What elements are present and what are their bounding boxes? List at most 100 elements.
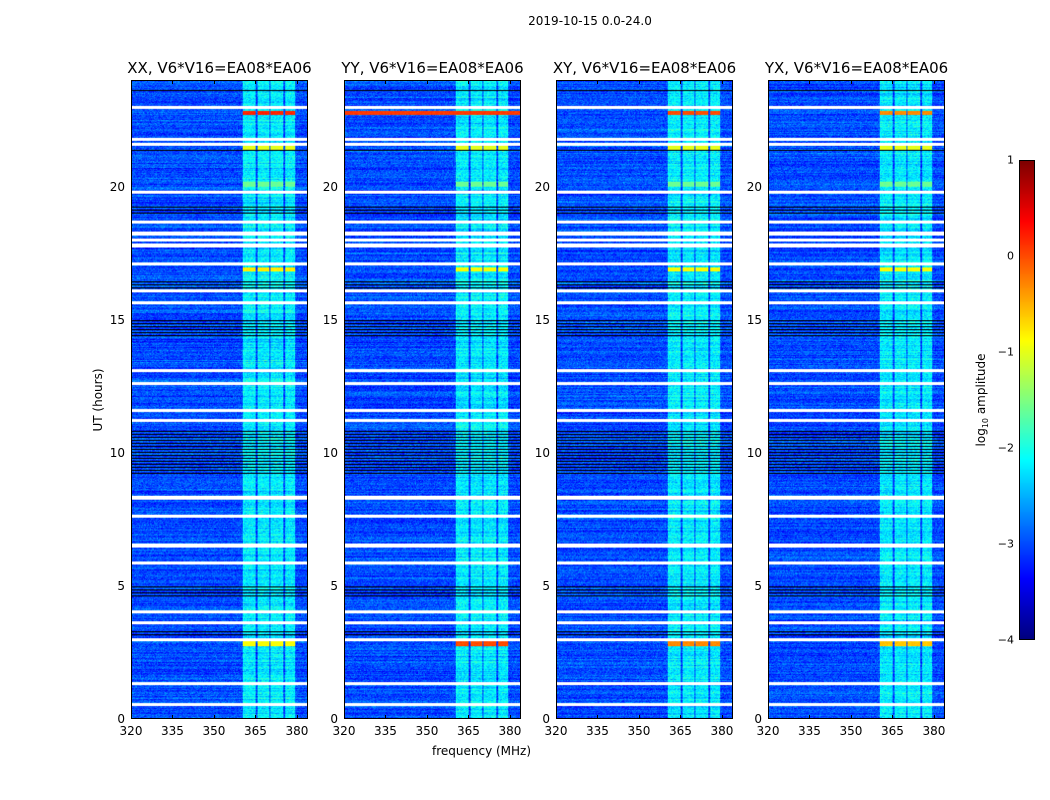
x-tick-mark	[809, 715, 811, 719]
heatmap-image	[345, 81, 520, 718]
x-tick-label: 350	[202, 724, 226, 738]
waterfall-panel-3	[768, 80, 945, 719]
x-tick-mark	[768, 715, 769, 719]
x-tick-mark	[131, 80, 132, 84]
y-tick-label: 15	[746, 312, 762, 327]
x-tick-mark	[638, 80, 640, 84]
panel-title: YX, V6*V16=EA08*EA06	[764, 59, 949, 77]
y-tick-label: 10	[322, 445, 338, 460]
x-tick-mark	[344, 80, 345, 84]
x-tick-mark	[892, 715, 894, 719]
colorbar-label-log: log	[973, 428, 988, 447]
panel-title: XY, V6*V16=EA08*EA06	[552, 59, 737, 77]
x-tick-label: 350	[415, 724, 439, 738]
y-tick-label: 5	[117, 578, 125, 593]
x-tick-mark	[509, 80, 511, 84]
colorbar	[1019, 160, 1035, 640]
x-tick-mark	[255, 715, 257, 719]
waterfall-panel-2	[556, 80, 733, 719]
x-tick-mark	[468, 80, 470, 84]
x-tick-mark	[426, 715, 428, 719]
x-tick-mark	[213, 80, 215, 84]
x-tick-mark	[172, 715, 174, 719]
x-axis-label: frequency (MHz)	[432, 744, 532, 758]
x-tick-label: 380	[498, 724, 522, 738]
colorbar-gradient	[1020, 161, 1034, 639]
colorbar-tick-label: −2	[997, 441, 1014, 455]
x-tick-mark	[213, 715, 215, 719]
x-tick-mark	[468, 715, 470, 719]
x-tick-label: 335	[161, 724, 184, 738]
x-tick-label: 335	[586, 724, 609, 738]
x-tick-mark	[638, 715, 640, 719]
heatmap-image	[132, 81, 307, 718]
x-tick-mark	[385, 715, 387, 719]
x-tick-mark	[680, 80, 682, 84]
y-tick-label: 5	[754, 578, 762, 593]
colorbar-tick-label: −1	[997, 345, 1014, 359]
x-tick-mark	[426, 80, 428, 84]
waterfall-panel-1	[344, 80, 521, 719]
colorbar-tick-label: −4	[997, 633, 1014, 647]
y-tick-label: 15	[534, 312, 550, 327]
heatmap-image	[769, 81, 944, 718]
x-tick-label: 380	[710, 724, 734, 738]
colorbar-label: log10 amplitude	[974, 354, 990, 447]
y-tick-label: 15	[109, 312, 125, 327]
x-tick-mark	[597, 80, 599, 84]
x-tick-label: 365	[669, 724, 692, 738]
y-tick-label: 10	[534, 445, 550, 460]
y-tick-label: 20	[322, 179, 338, 194]
x-tick-mark	[385, 80, 387, 84]
x-tick-mark	[597, 715, 599, 719]
x-tick-label: 320	[119, 724, 143, 738]
x-tick-label: 350	[627, 724, 651, 738]
x-tick-mark	[721, 715, 723, 719]
x-tick-mark	[172, 80, 174, 84]
x-tick-mark	[556, 715, 557, 719]
colorbar-tick-label: −3	[997, 537, 1014, 551]
x-tick-mark	[255, 80, 257, 84]
waterfall-panel-0	[131, 80, 308, 719]
colorbar-tick-label: 0	[1007, 249, 1014, 263]
x-tick-mark	[296, 715, 298, 719]
x-tick-label: 335	[374, 724, 397, 738]
y-tick-label: 20	[109, 179, 125, 194]
y-tick-label: 0	[754, 712, 762, 726]
x-tick-mark	[344, 715, 345, 719]
heatmap-image	[557, 81, 732, 718]
x-tick-mark	[809, 80, 811, 84]
colorbar-label-rest: amplitude	[973, 353, 988, 418]
x-tick-label: 365	[457, 724, 480, 738]
x-tick-label: 365	[881, 724, 904, 738]
y-tick-label: 20	[534, 179, 550, 194]
x-tick-mark	[131, 715, 132, 719]
y-tick-label: 5	[330, 578, 338, 593]
y-tick-label: 0	[542, 712, 550, 726]
x-tick-label: 320	[332, 724, 356, 738]
x-tick-mark	[768, 80, 769, 84]
x-tick-mark	[850, 80, 852, 84]
x-tick-label: 320	[756, 724, 780, 738]
x-tick-label: 380	[285, 724, 309, 738]
panel-title: YY, V6*V16=EA08*EA06	[341, 59, 524, 77]
panel-title: XX, V6*V16=EA08*EA06	[127, 59, 312, 77]
y-tick-label: 0	[117, 712, 125, 726]
y-tick-label: 20	[746, 179, 762, 194]
x-tick-label: 380	[922, 724, 946, 738]
y-tick-label: 5	[542, 578, 550, 593]
x-tick-mark	[850, 715, 852, 719]
colorbar-tick-label: 1	[1007, 153, 1014, 167]
x-tick-label: 320	[544, 724, 568, 738]
x-tick-mark	[296, 80, 298, 84]
colorbar-label-sub: 10	[981, 417, 991, 429]
y-tick-label: 0	[330, 712, 338, 726]
x-tick-label: 350	[839, 724, 863, 738]
figure-title: 2019-10-15 0.0-24.0	[528, 14, 652, 28]
x-tick-mark	[509, 715, 511, 719]
y-tick-label: 10	[109, 445, 125, 460]
x-tick-label: 335	[798, 724, 821, 738]
y-tick-label: 15	[322, 312, 338, 327]
x-tick-mark	[933, 80, 935, 84]
